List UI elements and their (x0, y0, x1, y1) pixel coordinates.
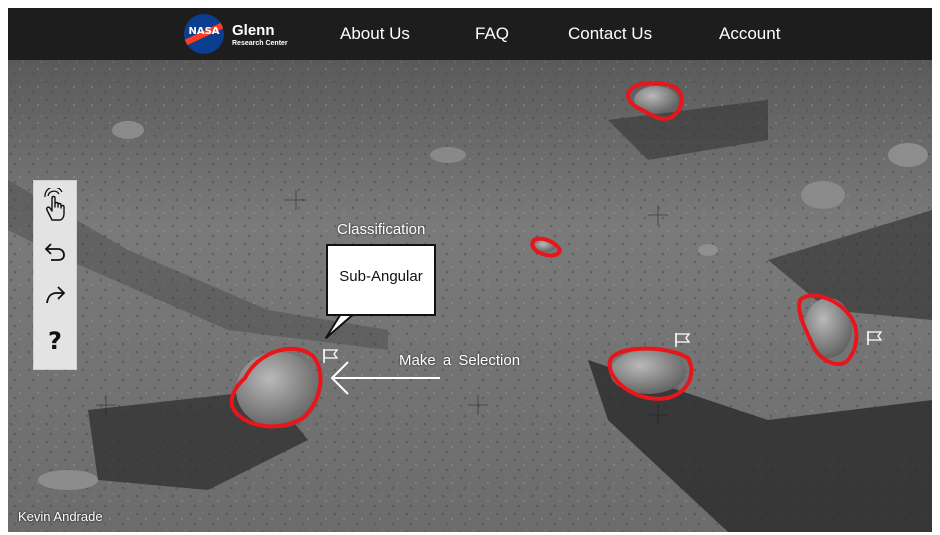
brand-title: Glenn (232, 21, 275, 39)
nav-about-us[interactable]: About Us (340, 24, 410, 43)
lunar-surface-image[interactable] (8, 60, 932, 532)
undo-icon[interactable] (34, 231, 76, 271)
make-selection-prompt: Make a Selection (399, 352, 521, 369)
classification-heading: Classification (337, 221, 426, 238)
tool-palette: ? (33, 180, 77, 370)
selected-class-label: Sub-Angular (339, 268, 423, 285)
top-navbar: NASA Glenn Research Center About Us FAQ … (8, 8, 932, 60)
flag-icon[interactable] (866, 330, 884, 346)
flag-icon[interactable] (322, 348, 340, 364)
nav-account[interactable]: Account (719, 24, 781, 43)
home-logo-link[interactable]: NASA Glenn Research Center (184, 14, 288, 54)
app-frame: NASA Glenn Research Center About Us FAQ … (8, 8, 932, 532)
rock-selection-3[interactable] (796, 288, 860, 370)
tap-hand-icon[interactable] (34, 185, 76, 225)
help-icon[interactable]: ? (48, 327, 62, 355)
rock-selection-5[interactable] (530, 234, 562, 260)
nav-faq[interactable]: FAQ (475, 24, 510, 43)
brand: Glenn Research Center (232, 22, 288, 47)
rock-selection-1[interactable] (230, 340, 326, 432)
nav-contact-us[interactable]: Contact Us (568, 24, 653, 43)
redo-icon[interactable] (34, 275, 76, 315)
brand-subtitle: Research Center (232, 39, 288, 47)
nasa-logo-icon: NASA (184, 14, 224, 54)
photo-credit: Kevin Andrade (18, 509, 103, 524)
classification-bubble[interactable]: Sub-Angular (326, 244, 436, 316)
rock-selection-2[interactable] (608, 344, 698, 400)
flag-icon[interactable] (674, 332, 692, 348)
rock-selection-4[interactable] (624, 78, 688, 124)
